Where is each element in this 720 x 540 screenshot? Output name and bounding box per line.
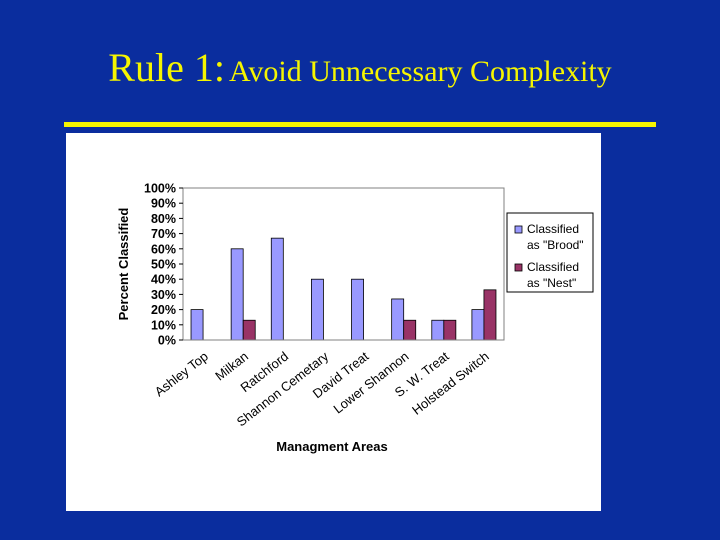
bar-brood [471, 309, 485, 341]
legend-swatch-nest [514, 263, 523, 272]
chart-panel: 0% 10% 20% 30% 40% 50% 60% 70% 80% 90% 100% Percent… [66, 133, 601, 511]
legend-label: Classified [527, 260, 579, 274]
y-tick-label: 50% [151, 258, 176, 272]
x-axis-label: Managment Areas [276, 439, 388, 454]
y-tick-label: 30% [151, 288, 176, 302]
bar-nest [403, 319, 417, 341]
slide-title-rule: Rule 1: [108, 45, 225, 90]
legend-label: as "Nest" [527, 276, 576, 290]
bar-nest [443, 319, 457, 341]
y-tick-label: 0% [158, 334, 176, 348]
slide-title: Rule 1: Avoid Unnecessary Complexity [0, 44, 720, 91]
legend-label: Classified [527, 222, 579, 236]
y-tick-label: 90% [151, 197, 176, 211]
bar-brood [270, 237, 284, 341]
y-tick-label: 70% [151, 227, 176, 241]
legend-label: as "Brood" [527, 238, 584, 252]
bar-brood [230, 248, 244, 341]
y-tick-label: 40% [151, 273, 176, 287]
bar-brood [190, 309, 204, 341]
bar-brood [431, 319, 445, 341]
x-tick-label: Ashley Top [152, 349, 211, 400]
bar-brood [310, 278, 324, 341]
title-underline [64, 122, 656, 127]
bar-chart: 0% 10%20%30%40%50% 60%70%80%90%100% Percent… [116, 182, 594, 454]
y-tick-label: 100% [144, 182, 176, 196]
y-tick-label: 60% [151, 242, 176, 256]
bar-brood [391, 298, 405, 341]
y-axis-label: Percent Classified [116, 208, 131, 321]
legend-swatch-brood [514, 225, 523, 234]
bar-nest [242, 319, 256, 341]
y-tick-label: 10% [151, 318, 176, 332]
slide-title-subject: Avoid Unnecessary Complexity [228, 55, 612, 88]
bar-brood [351, 278, 364, 341]
bar-nest [483, 289, 497, 341]
y-tick-label: 20% [151, 303, 176, 317]
y-tick-label: 80% [151, 212, 176, 226]
